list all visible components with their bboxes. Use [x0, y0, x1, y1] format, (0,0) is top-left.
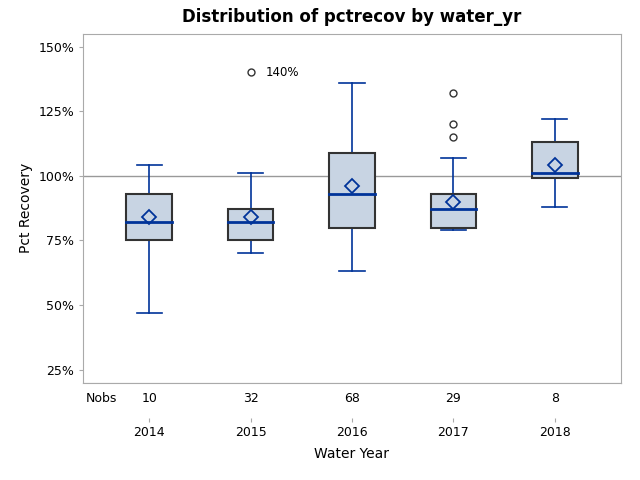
Text: 68: 68	[344, 392, 360, 405]
Text: 29: 29	[445, 392, 461, 405]
Title: Distribution of pctrecov by water_yr: Distribution of pctrecov by water_yr	[182, 9, 522, 26]
Y-axis label: Pct Recovery: Pct Recovery	[19, 163, 33, 253]
FancyBboxPatch shape	[329, 153, 375, 228]
Text: 140%: 140%	[266, 66, 300, 79]
FancyBboxPatch shape	[431, 194, 476, 228]
Text: Nobs: Nobs	[86, 392, 118, 405]
FancyBboxPatch shape	[532, 142, 578, 179]
FancyBboxPatch shape	[126, 194, 172, 240]
Text: 8: 8	[551, 392, 559, 405]
Text: 32: 32	[243, 392, 259, 405]
X-axis label: Water Year: Water Year	[314, 447, 390, 461]
FancyBboxPatch shape	[228, 209, 273, 240]
Text: 10: 10	[141, 392, 157, 405]
